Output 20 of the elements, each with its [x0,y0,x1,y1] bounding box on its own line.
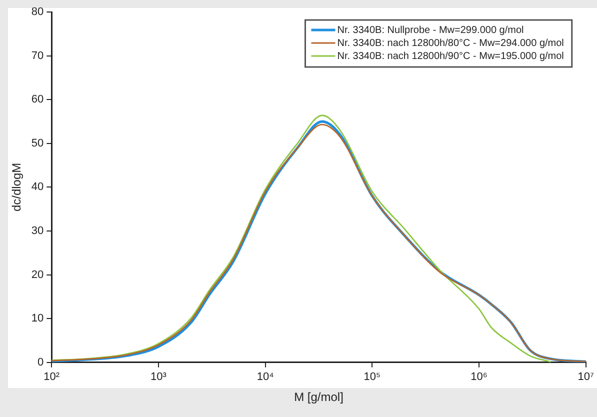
x-tick-label: 10⁵ [364,371,381,384]
y-tick-label: 80 [31,6,44,18]
y-tick-label: 40 [31,181,44,194]
y-tick-label: 0 [38,356,44,368]
legend-label: Nr. 3340B: nach 12800h/80°C - Mw=294.000 g/mol [337,38,564,49]
x-tick-label: 10⁴ [256,371,274,384]
x-tick-label: 10³ [150,371,167,384]
legend-label: Nr. 3340B: nach 12800h/90°C - Mw=195.000 g/mol [337,50,564,62]
x-tick-label: 10⁶ [470,371,488,384]
legend-label: Nr. 3340B: Nullprobe - Mw=299.000 g/mol [337,24,524,36]
x-axis-title: M [g/mol] [294,390,344,404]
y-tick-label: 10 [31,312,44,325]
y-tick-label: 30 [31,225,44,238]
y-tick-label: 50 [31,137,44,150]
y-tick-label: 60 [31,94,44,106]
x-tick-label: 10² [44,371,60,384]
x-tick-label: 10⁷ [578,371,594,384]
y-tick-label: 20 [31,268,44,281]
y-tick-label: 70 [31,50,44,62]
y-axis-title: dc/dlogM [10,162,24,212]
